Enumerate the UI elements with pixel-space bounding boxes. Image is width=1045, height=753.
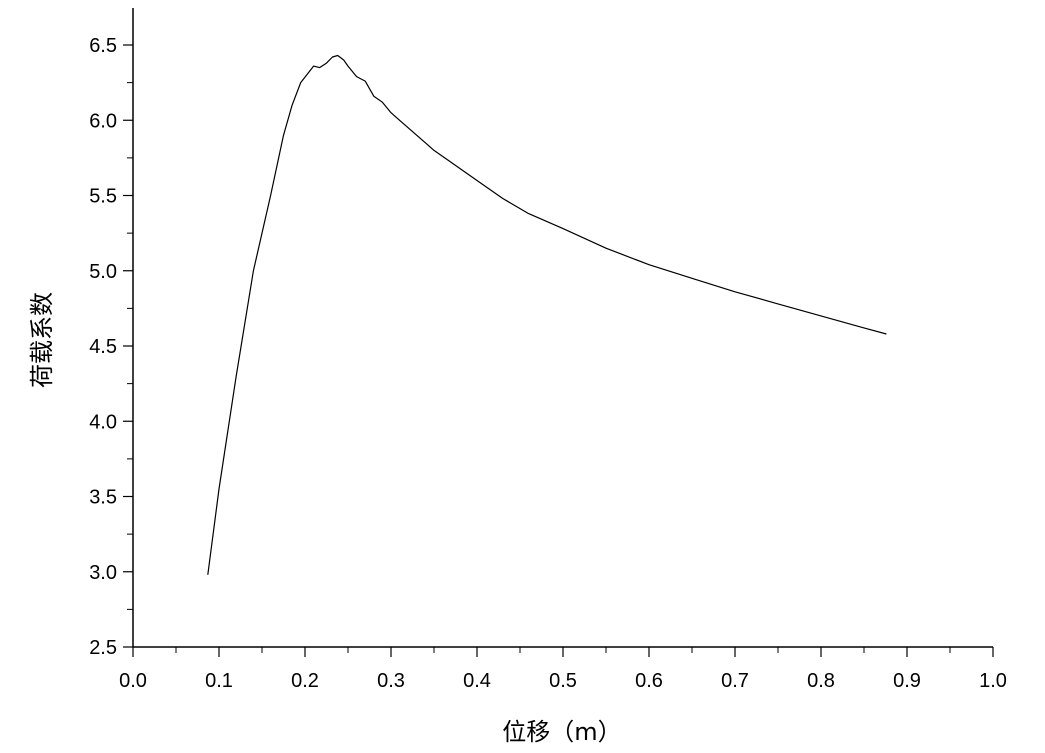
x-axis-title: 位移（m）	[502, 718, 621, 746]
y-tick-label: 4.5	[89, 336, 117, 358]
x-tick-label: 0.5	[549, 670, 577, 692]
series-layer	[207, 54, 887, 575]
y-tick-label: 6.0	[89, 110, 117, 132]
x-tick-label: 0.7	[721, 670, 749, 692]
y-tick-label: 5.5	[89, 186, 117, 208]
x-tick-label: 0.2	[291, 670, 319, 692]
y-tick-label: 4.0	[89, 411, 117, 433]
x-tick-label: 0.3	[377, 670, 405, 692]
y-tick-label: 5.0	[89, 261, 117, 283]
x-tick-label: 0.4	[463, 670, 491, 692]
x-tick-label: 0.9	[893, 670, 921, 692]
series-line	[207, 54, 887, 575]
y-axis-title: 荷载系数	[28, 292, 56, 388]
y-tick-label: 3.5	[89, 487, 117, 509]
y-tick-label: 2.5	[89, 637, 117, 659]
y-tick-label: 3.0	[89, 562, 117, 584]
x-tick-label: 0.1	[205, 670, 233, 692]
x-tick-label: 1.0	[979, 670, 1007, 692]
y-tick-label: 6.5	[89, 35, 117, 57]
x-tick-label: 0.6	[635, 670, 663, 692]
x-tick-label: 0.0	[119, 670, 147, 692]
x-tick-label: 0.8	[807, 670, 835, 692]
ticks: 0.0 0.1 0.2 0.3 0.4 0.5 0.6 0.7 0.8 0.9 1.0 2.5 3.0 3…	[89, 35, 1007, 692]
